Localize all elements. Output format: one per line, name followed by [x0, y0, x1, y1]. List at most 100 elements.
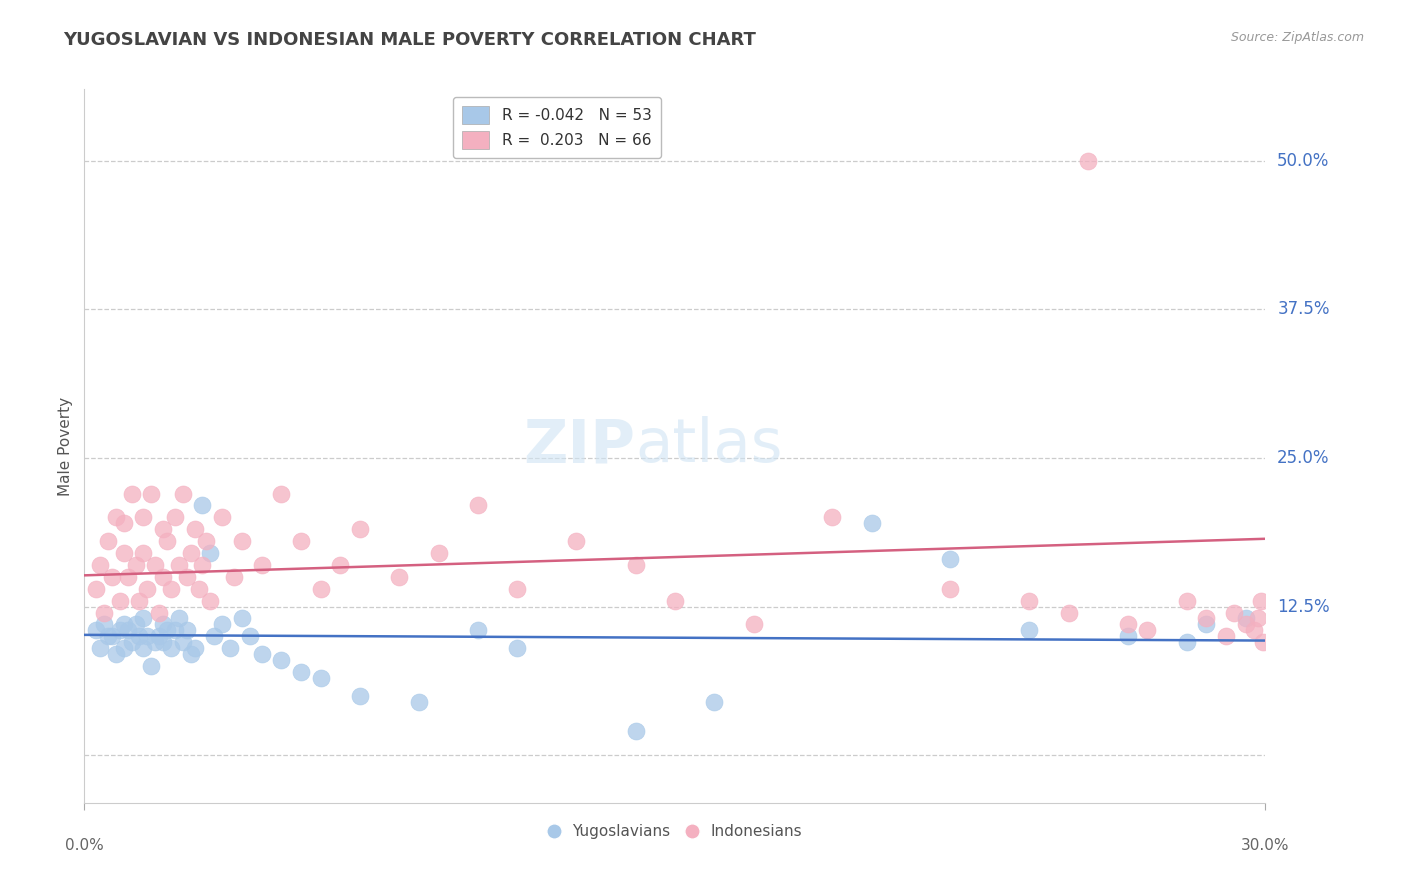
Point	[290, 665, 312, 679]
Point	[1223, 606, 1246, 620]
Point	[1195, 617, 1218, 632]
Point	[112, 641, 135, 656]
Point	[1253, 635, 1275, 649]
Point	[180, 647, 202, 661]
Point	[172, 486, 194, 500]
Point	[1136, 624, 1159, 638]
Point	[1057, 606, 1080, 620]
Point	[183, 522, 205, 536]
Point	[231, 611, 253, 625]
Point	[124, 617, 146, 632]
Point	[1116, 629, 1139, 643]
Point	[231, 534, 253, 549]
Point	[624, 724, 647, 739]
Point	[156, 624, 179, 638]
Point	[141, 659, 163, 673]
Point	[132, 510, 155, 524]
Text: YUGOSLAVIAN VS INDONESIAN MALE POVERTY CORRELATION CHART: YUGOSLAVIAN VS INDONESIAN MALE POVERTY C…	[63, 31, 756, 49]
Point	[467, 499, 489, 513]
Point	[97, 629, 120, 643]
Point	[108, 593, 131, 607]
Legend: Yugoslavians, Indonesians: Yugoslavians, Indonesians	[541, 818, 808, 845]
Point	[101, 629, 124, 643]
Point	[349, 689, 371, 703]
Point	[128, 593, 150, 607]
Point	[270, 486, 292, 500]
Point	[821, 510, 844, 524]
Point	[156, 534, 179, 549]
Point	[703, 695, 725, 709]
Point	[1250, 593, 1272, 607]
Point	[108, 624, 131, 638]
Point	[141, 486, 163, 500]
Point	[176, 624, 198, 638]
Point	[1243, 624, 1265, 638]
Point	[89, 558, 111, 572]
Point	[93, 606, 115, 620]
Point	[239, 629, 262, 643]
Point	[143, 635, 166, 649]
Point	[128, 629, 150, 643]
Text: 25.0%: 25.0%	[1277, 449, 1330, 467]
Point	[132, 546, 155, 560]
Point	[152, 522, 174, 536]
Point	[152, 617, 174, 632]
Point	[624, 558, 647, 572]
Point	[148, 629, 170, 643]
Point	[1215, 629, 1237, 643]
Point	[104, 647, 127, 661]
Text: atlas: atlas	[636, 417, 783, 475]
Point	[104, 510, 127, 524]
Text: 50.0%: 50.0%	[1277, 152, 1330, 169]
Point	[112, 617, 135, 632]
Point	[121, 486, 143, 500]
Point	[1175, 593, 1198, 607]
Point	[939, 582, 962, 596]
Point	[309, 671, 332, 685]
Point	[250, 558, 273, 572]
Point	[1018, 593, 1040, 607]
Point	[388, 570, 411, 584]
Point	[84, 624, 107, 638]
Point	[112, 546, 135, 560]
Point	[467, 624, 489, 638]
Point	[1234, 611, 1257, 625]
Point	[89, 641, 111, 656]
Point	[1018, 624, 1040, 638]
Point	[93, 617, 115, 632]
Point	[1077, 153, 1099, 168]
Point	[124, 558, 146, 572]
Point	[1246, 611, 1268, 625]
Point	[1175, 635, 1198, 649]
Y-axis label: Male Poverty: Male Poverty	[58, 396, 73, 496]
Point	[121, 635, 143, 649]
Point	[222, 570, 245, 584]
Point	[506, 582, 529, 596]
Point	[742, 617, 765, 632]
Point	[176, 570, 198, 584]
Point	[1116, 617, 1139, 632]
Point	[202, 629, 225, 643]
Point	[211, 617, 233, 632]
Point	[112, 516, 135, 531]
Text: 12.5%: 12.5%	[1277, 598, 1330, 615]
Point	[136, 629, 159, 643]
Point	[187, 582, 209, 596]
Point	[191, 499, 214, 513]
Point	[211, 510, 233, 524]
Point	[329, 558, 352, 572]
Point	[143, 558, 166, 572]
Point	[939, 552, 962, 566]
Point	[195, 534, 218, 549]
Point	[1234, 617, 1257, 632]
Point	[160, 641, 183, 656]
Point	[117, 624, 139, 638]
Point	[1195, 611, 1218, 625]
Point	[219, 641, 242, 656]
Point	[172, 635, 194, 649]
Point	[408, 695, 430, 709]
Point	[180, 546, 202, 560]
Point	[163, 510, 186, 524]
Point	[101, 570, 124, 584]
Point	[163, 624, 186, 638]
